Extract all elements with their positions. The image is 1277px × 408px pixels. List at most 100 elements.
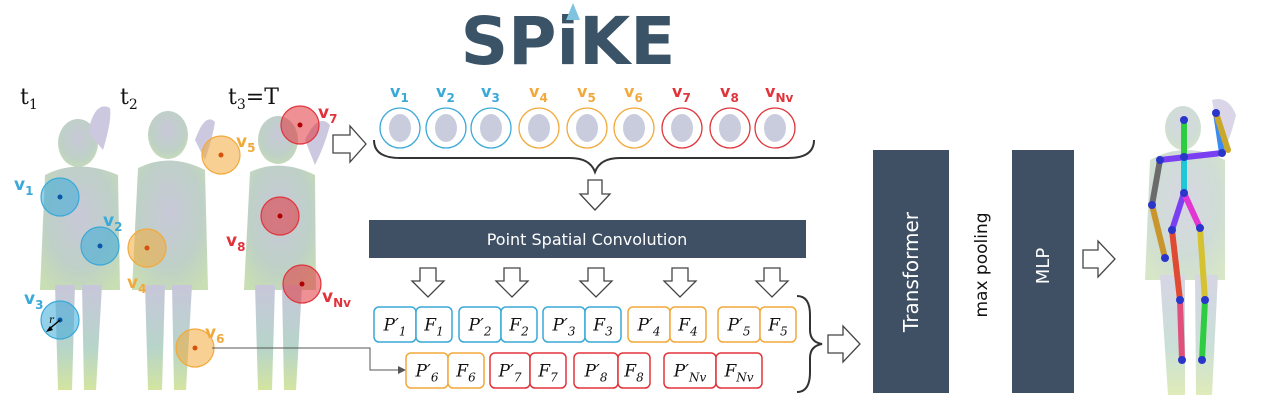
feature-box <box>715 352 763 389</box>
volume-center-dot <box>144 245 150 251</box>
left-volume-7: v7 <box>280 103 337 145</box>
mlp-label: MLP <box>1033 248 1054 285</box>
volume-center-dot <box>218 152 224 158</box>
feature-box <box>500 306 538 343</box>
conv-output-arrows <box>410 267 790 298</box>
feature-label: F2 <box>508 316 528 339</box>
feature-pair-feature_row2-2: P′7 F7 <box>489 352 567 389</box>
volume-row-label: v8 <box>720 82 739 105</box>
position-label: P′1 <box>383 316 407 339</box>
time-label-t3: t3=T <box>228 85 279 113</box>
left-volume-label: v1 <box>14 175 33 198</box>
volume-row-item-8: v8 <box>709 82 751 149</box>
arrow-to-volumes-icon <box>332 124 367 164</box>
left-volume-label: vNv <box>322 287 351 310</box>
left-volume-label: v4 <box>127 273 146 296</box>
volume-center-dot <box>97 243 103 249</box>
volume-row-label: v2 <box>436 82 455 105</box>
feature-brace <box>796 295 823 393</box>
radius-indicator: r <box>46 315 61 332</box>
left-volume-9: vNv <box>282 264 351 310</box>
left-volume-label: v3 <box>24 289 43 312</box>
volume-row-item-1: v1 <box>379 82 421 149</box>
position-label: P′7 <box>498 362 522 385</box>
volume-row-item-9: vNv <box>754 82 796 149</box>
left-volume-label: v8 <box>226 231 245 254</box>
left-volume-4: v4 <box>127 228 167 296</box>
feature-label: F7 <box>537 362 558 385</box>
left-volume-label: v2 <box>103 211 122 234</box>
left-volume-1: v1 <box>14 175 80 217</box>
volume-points <box>528 114 550 142</box>
logo-accent-icon <box>566 3 580 20</box>
conv-arrow-4-icon <box>662 267 698 298</box>
volume-points <box>671 114 693 142</box>
volume-points <box>719 114 741 142</box>
left-volume-label: v7 <box>318 103 337 126</box>
volume-row-label: v7 <box>672 82 691 105</box>
volume-center-dot <box>299 281 305 287</box>
arrow-to-transformer-icon <box>827 324 861 364</box>
volume-row-item-2: v2 <box>425 82 467 149</box>
mlp-block: MLP <box>1012 150 1074 393</box>
feature-pair-feature_row1-3: P′3 F3 <box>542 306 622 343</box>
feature-row-2: P′6 F6 P′7 F7 P′8 F8 P′Nv FNv <box>405 352 763 389</box>
volume-row-item-7: v7 <box>661 82 703 149</box>
conv-arrow-2-icon <box>494 267 530 298</box>
transformer-label: Transformer <box>899 211 923 333</box>
feature-pair-feature_row1-1: P′1 F1 <box>373 306 453 343</box>
feature-pair-feature_row2-1: P′6 F6 <box>405 352 485 389</box>
time-label-t1: t1 <box>20 85 38 113</box>
left-volume-5: v5 <box>201 132 255 175</box>
position-label: P′8 <box>584 362 608 385</box>
point-spatial-convolution-block: Point Spatial Convolution <box>369 220 806 258</box>
volume-center-dot <box>277 213 283 219</box>
volume-row-item-4: v4 <box>518 82 560 149</box>
feature-box <box>529 352 567 389</box>
output-skeleton-pose <box>1145 99 1236 395</box>
volume-center-dot <box>297 122 303 128</box>
radius-label: r <box>49 315 55 326</box>
volume-points <box>435 114 457 142</box>
volume-row-item-6: v6 <box>613 82 655 149</box>
volume-points <box>576 114 598 142</box>
volume-center-dot <box>192 345 198 351</box>
position-label: P′Nv <box>673 362 707 385</box>
feature-pair-feature_row2-3: P′8 F8 <box>573 352 651 389</box>
feature-label: FNv <box>723 362 753 385</box>
left-volume-2: v2 <box>80 211 122 266</box>
volume-row-label: v6 <box>624 82 643 105</box>
feature-box <box>669 306 707 343</box>
time-label-t2: t2 <box>120 85 138 113</box>
left-volumes: v1 v2 v3 v4 v5 v6 v7 v8 vNv r <box>14 103 351 368</box>
position-label: P′5 <box>727 316 751 339</box>
volume-row-item-5: v5 <box>566 82 608 149</box>
left-volume-label: v6 <box>205 323 224 346</box>
logo-text: SPiKE <box>461 3 676 80</box>
v6-connector <box>212 347 406 374</box>
feature-box <box>415 306 453 343</box>
feature-label: F1 <box>423 316 443 339</box>
point-cloud-frame-3 <box>244 116 330 390</box>
volume-row: v1 v2 v3 v4 v5 v6 v7 v8 vNv <box>379 82 796 149</box>
feature-label: F4 <box>677 316 697 339</box>
position-label: P′2 <box>468 316 492 339</box>
volume-row-label: v1 <box>390 82 409 105</box>
volume-row-label: v5 <box>577 82 596 105</box>
position-label: P′4 <box>637 316 661 339</box>
feature-row-1: P′1 F1 P′2 F2 P′3 F3 P′4 F4 P′5 F5 <box>373 306 797 343</box>
volume-row-item-3: v3 <box>470 82 512 149</box>
volume-points <box>623 114 645 142</box>
feature-box <box>447 352 485 389</box>
volume-row-label: vNv <box>765 82 793 105</box>
volume-center-dot <box>57 194 63 200</box>
feature-pair-feature_row1-4: P′4 F4 <box>627 306 707 343</box>
feature-box <box>759 306 797 343</box>
spike-logo: SPiKE <box>461 3 676 80</box>
conv-arrow-1-icon <box>410 267 446 298</box>
left-volume-label: v5 <box>236 132 255 155</box>
conv-arrow-5-icon <box>754 267 790 298</box>
conv-arrow-3-icon <box>578 267 614 298</box>
volume-brace <box>373 139 815 175</box>
